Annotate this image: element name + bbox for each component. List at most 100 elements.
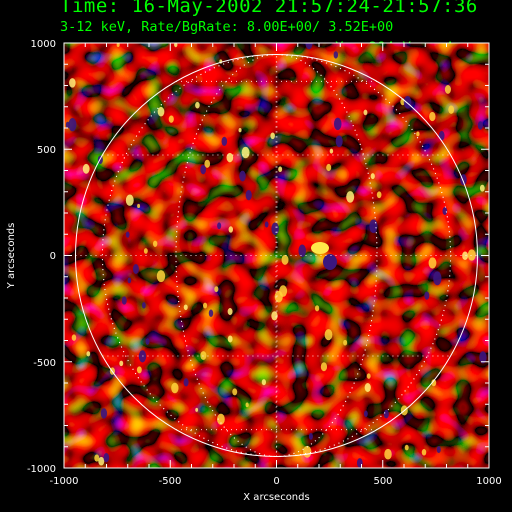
bright-speckle: [314, 305, 320, 312]
dark-speckle: [403, 95, 412, 109]
bright-speckle: [281, 254, 289, 265]
bright-speckle: [238, 127, 242, 133]
dark-speckle: [433, 271, 442, 286]
bright-speckle: [404, 444, 409, 451]
y-tick-label: -1000: [27, 464, 56, 475]
bright-speckle: [157, 106, 165, 117]
dark-speckle: [305, 43, 313, 50]
bright-speckle: [98, 456, 105, 466]
dark-speckle: [424, 291, 430, 300]
y-tick-label: -500: [33, 358, 56, 369]
longitude-line: [275, 54, 278, 457]
axis-ticks: [63, 42, 490, 469]
bright-speckle: [324, 329, 333, 341]
x-tick-label: -500: [159, 476, 182, 487]
dark-speckle: [132, 264, 139, 275]
bright-speckle: [119, 360, 124, 367]
y-tick-label: 1000: [31, 39, 56, 50]
bright-speckle: [428, 257, 437, 269]
bright-speckle: [329, 148, 334, 154]
dark-speckle: [125, 231, 130, 238]
bright-speckle: [416, 131, 420, 137]
x-tick-label: 500: [373, 476, 392, 487]
dark-speckle: [335, 135, 343, 148]
bright-speckle: [320, 362, 328, 372]
longitude-line: [101, 54, 452, 457]
bright-speckle: [226, 152, 234, 163]
bright-speckle: [245, 402, 249, 408]
y-tick-label: 0: [50, 251, 56, 262]
bright-speckle: [217, 413, 225, 425]
rate-bgrate-label: 3-12 keV, Rate/BgRate: 8.00E+00/ 3.52E+0…: [60, 19, 394, 35]
bright-speckle: [204, 159, 211, 168]
flare-source-dark: [323, 254, 337, 270]
x-axis-label: X arcseconds: [243, 492, 309, 503]
dark-speckle: [245, 189, 252, 201]
x-tick-label: 1000: [476, 476, 501, 487]
dark-speckle: [68, 117, 77, 132]
longitude-line: [175, 54, 378, 457]
dark-speckle: [438, 130, 445, 141]
bright-speckle: [384, 448, 392, 460]
bright-speckle: [171, 382, 179, 394]
bright-speckle: [82, 163, 90, 174]
bright-speckle: [363, 109, 368, 116]
dark-speckle: [208, 309, 214, 317]
bright-speckle: [86, 351, 91, 357]
bright-speckle: [366, 373, 371, 379]
bright-speckle: [448, 105, 455, 114]
bright-speckle: [232, 388, 238, 396]
bright-speckle: [183, 304, 188, 311]
bright-speckle: [94, 454, 100, 462]
bright-speckle: [343, 339, 348, 346]
bright-speckle: [278, 166, 283, 173]
bright-speckle: [467, 249, 476, 261]
x-tick-label: -1000: [49, 476, 78, 487]
dark-speckle: [127, 277, 132, 284]
solar-limb: [75, 54, 478, 457]
bright-speckle: [270, 132, 275, 140]
dark-speckle: [271, 222, 279, 236]
bright-speckle: [228, 226, 234, 233]
bright-speckle: [303, 445, 312, 458]
bright-speckle: [261, 379, 266, 386]
dark-speckle: [383, 409, 389, 419]
dark-speckle: [477, 121, 483, 130]
bright-speckle: [326, 163, 332, 172]
bright-speckle: [71, 334, 77, 341]
dark-speckle: [217, 222, 222, 230]
bright-speckle: [227, 335, 233, 343]
bright-speckle: [195, 101, 200, 109]
bright-speckle: [241, 146, 250, 159]
bright-speckle: [214, 286, 219, 293]
x-tick-label: 0: [273, 476, 279, 487]
bright-speckle: [479, 184, 485, 192]
dark-speckle: [264, 221, 269, 228]
dark-speckle: [100, 408, 108, 419]
dark-speckle: [363, 410, 368, 417]
dark-speckle: [479, 351, 487, 364]
dark-speckle: [103, 452, 110, 463]
dark-speckle: [183, 378, 189, 387]
bright-speckle: [168, 115, 174, 123]
bright-speckle: [421, 448, 427, 456]
bright-speckle: [376, 191, 382, 199]
dark-speckle: [141, 302, 146, 309]
y-tick-label: 500: [37, 145, 56, 156]
bright-speckle: [200, 351, 207, 360]
bright-speckle: [431, 379, 437, 387]
bright-speckle: [143, 248, 148, 254]
dark-speckle: [442, 207, 448, 215]
bright-speckle: [271, 311, 278, 321]
bright-speckle: [203, 302, 208, 309]
bright-speckle: [152, 240, 158, 247]
time-range-label: Time: 16-May-2002 21:57:24-21:57:36: [60, 0, 478, 17]
bright-speckle: [346, 191, 355, 203]
flare-source: [311, 242, 329, 254]
dark-speckle: [298, 244, 306, 258]
bright-speckle: [125, 194, 134, 206]
bright-speckle: [136, 366, 142, 374]
dark-speckle: [436, 446, 441, 453]
bright-speckle: [227, 308, 233, 316]
